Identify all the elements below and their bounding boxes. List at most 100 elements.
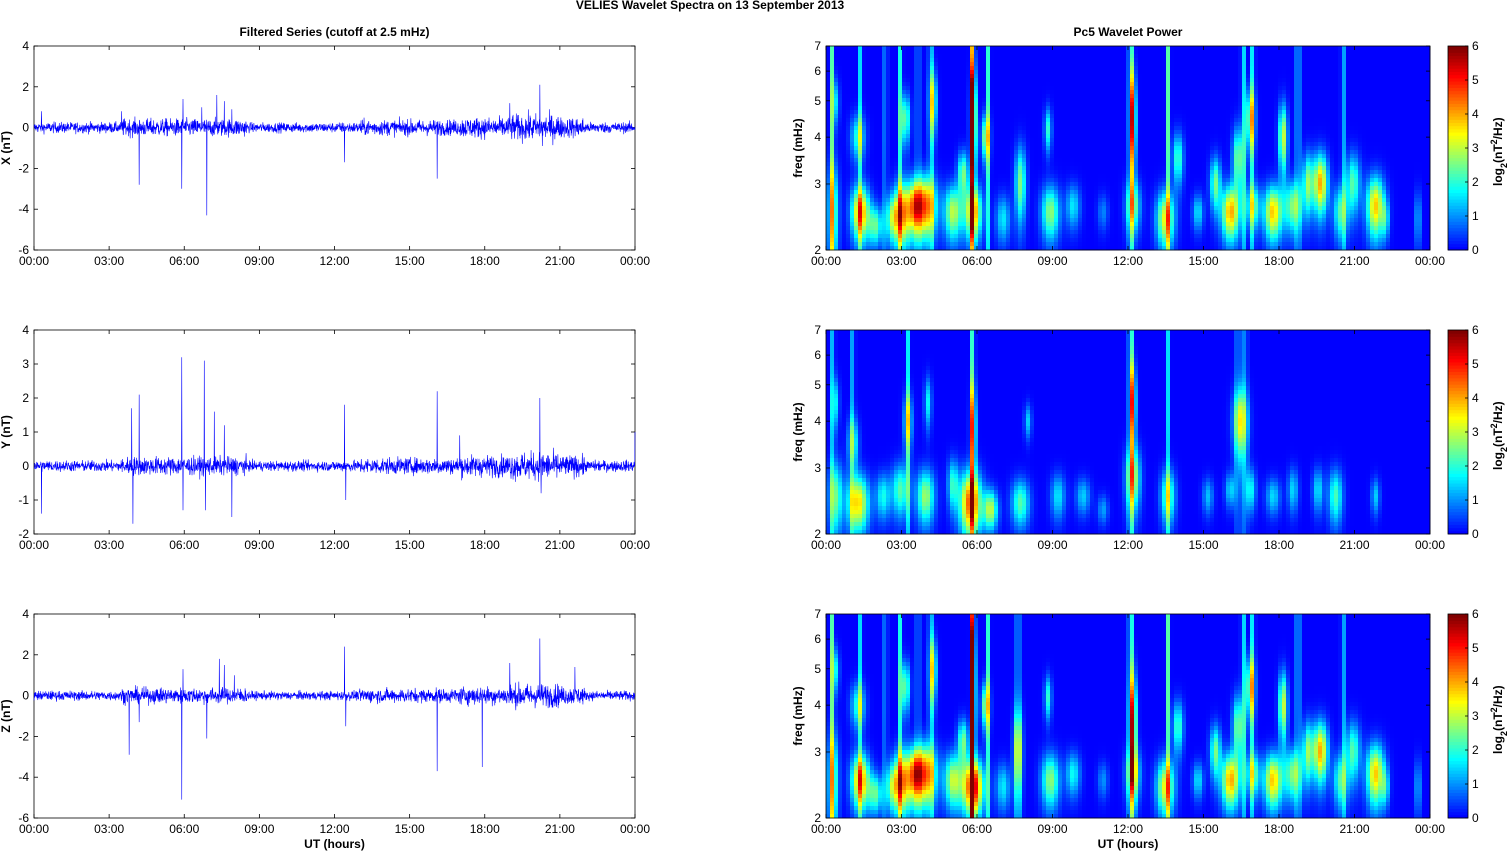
heatmap-cell xyxy=(1242,158,1247,163)
heatmap-cell xyxy=(1410,170,1415,175)
heatmap-cell xyxy=(1190,150,1195,155)
heatmap-cell xyxy=(950,82,955,87)
heatmap-cell xyxy=(1118,66,1123,71)
heatmap-cell xyxy=(914,58,919,63)
heatmap-cell xyxy=(878,174,883,179)
heatmap-cell xyxy=(1358,114,1363,119)
heatmap-cell xyxy=(1086,46,1091,51)
heatmap-cell xyxy=(858,162,863,167)
heatmap-cell xyxy=(1174,46,1179,51)
heatmap-cell xyxy=(1414,122,1419,127)
heatmap-cell xyxy=(1402,82,1407,87)
heatmap-cell xyxy=(1014,114,1019,119)
heatmap-cell xyxy=(1354,138,1359,143)
heatmap-cell xyxy=(1058,102,1063,107)
heatmap-cell xyxy=(1094,170,1099,175)
heatmap-cell xyxy=(1038,166,1043,171)
heatmap-cell xyxy=(990,106,995,111)
heatmap-cell xyxy=(834,46,839,51)
heatmap-cell xyxy=(1186,110,1191,115)
heatmap-cell xyxy=(1050,78,1055,83)
heatmap-cell xyxy=(1154,74,1159,79)
heatmap-cell xyxy=(1134,66,1139,71)
heatmap-cell xyxy=(838,66,843,71)
heatmap-cell xyxy=(1102,78,1107,83)
heatmap-cell xyxy=(1234,98,1239,103)
heatmap-cell xyxy=(986,122,991,127)
heatmap-cell xyxy=(1234,74,1239,79)
heatmap-cell xyxy=(862,98,867,103)
heatmap-cell xyxy=(1426,66,1431,71)
heatmap-cell xyxy=(1250,130,1255,135)
heatmap-cell xyxy=(1030,130,1035,135)
heatmap-cell xyxy=(954,150,959,155)
heatmap-cell xyxy=(966,86,971,91)
heatmap-cell xyxy=(1346,122,1351,127)
heatmap-cell xyxy=(1282,54,1287,59)
heatmap-cell xyxy=(1146,154,1151,159)
heatmap-cell xyxy=(1350,122,1355,127)
heatmap-cell xyxy=(922,170,927,175)
heatmap-cell xyxy=(1110,130,1115,135)
heatmap-cell xyxy=(1138,46,1143,51)
heatmap-cell xyxy=(1062,102,1067,107)
heatmap-cell xyxy=(1386,134,1391,139)
heatmap-cell xyxy=(1158,122,1163,127)
heatmap-cell xyxy=(1102,102,1107,107)
heatmap-cell xyxy=(1094,74,1099,79)
heatmap-cell xyxy=(1070,158,1075,163)
heatmap-cell xyxy=(1062,158,1067,163)
heatmap-cell xyxy=(1382,138,1387,143)
heatmap-cell xyxy=(1018,122,1023,127)
heatmap-cell xyxy=(986,106,991,111)
heatmap-cell xyxy=(1126,106,1131,111)
heatmap-cell xyxy=(1270,118,1275,123)
heatmap-cell xyxy=(1162,162,1167,167)
heatmap-cell xyxy=(898,158,903,163)
heatmap-cell xyxy=(1426,70,1431,75)
heatmap-cell xyxy=(1330,110,1335,115)
heatmap-cell xyxy=(1290,118,1295,123)
heatmap-cell xyxy=(1282,150,1287,155)
heatmap-cell xyxy=(1146,126,1151,131)
heatmap-cell xyxy=(1422,146,1427,151)
heatmap-cell xyxy=(1034,162,1039,167)
heatmap-cell xyxy=(958,58,963,63)
heatmap-cell xyxy=(1222,70,1227,75)
heatmap-cell xyxy=(1306,138,1311,143)
heatmap-cell xyxy=(1018,78,1023,83)
heatmap-cell xyxy=(1122,110,1127,115)
heatmap-cell xyxy=(1414,170,1419,175)
heatmap-cell xyxy=(1326,122,1331,127)
heatmap-cell xyxy=(1074,78,1079,83)
heatmap-cell xyxy=(1286,130,1291,135)
heatmap-cell xyxy=(1406,170,1411,175)
heatmap-cell xyxy=(990,98,995,103)
heatmap-cell xyxy=(1138,54,1143,59)
heatmap-cell xyxy=(1130,162,1135,167)
heatmap-cell xyxy=(830,90,835,95)
heatmap-cell xyxy=(1166,62,1171,67)
heatmap-cell xyxy=(1166,98,1171,103)
heatmap-cell xyxy=(1314,166,1319,171)
heatmap-cell xyxy=(870,142,875,147)
heatmap-cell xyxy=(886,150,891,155)
heatmap-cell xyxy=(1114,146,1119,151)
heatmap-cell xyxy=(1362,170,1367,175)
heatmap-cell xyxy=(962,46,967,51)
heatmap-cell xyxy=(834,66,839,71)
heatmap-cell xyxy=(1246,90,1251,95)
heatmap-cell xyxy=(1018,86,1023,91)
heatmap-cell xyxy=(1226,86,1231,91)
heatmap-cell xyxy=(1278,106,1283,111)
heatmap-cell xyxy=(1350,86,1355,91)
heatmap-cell xyxy=(966,98,971,103)
heatmap-cell xyxy=(1070,146,1075,151)
heatmap-cell xyxy=(1174,158,1179,163)
heatmap-cell xyxy=(918,94,923,99)
heatmap-cell xyxy=(1254,86,1259,91)
heatmap-cell xyxy=(902,138,907,143)
heatmap-cell xyxy=(1310,166,1315,171)
heatmap-cell xyxy=(1174,82,1179,87)
heatmap-cell xyxy=(986,138,991,143)
